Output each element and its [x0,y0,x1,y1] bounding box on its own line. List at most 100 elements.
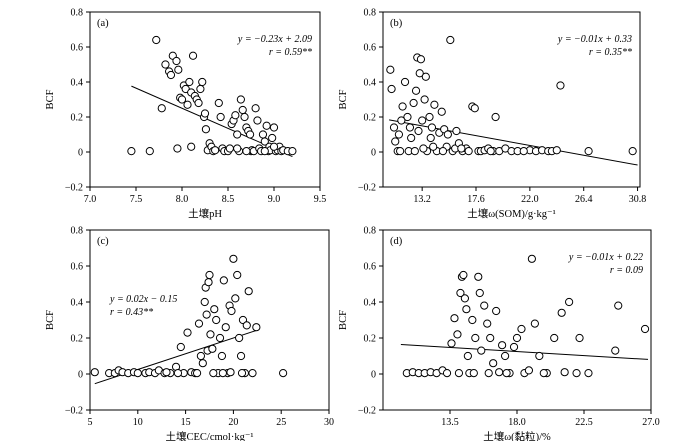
data-point [194,319,204,328]
y-tick-label: 0 [78,370,83,381]
data-point [557,308,566,317]
x-tick-label: 13.5 [441,417,459,428]
data-point [611,346,620,355]
data-point [260,147,269,156]
data-point [495,368,504,377]
data-point [398,102,407,111]
data-point [405,123,415,132]
data-point [414,126,423,136]
x-axis-title: 土壤ω(SOM)/g·kg⁻¹ [467,207,556,220]
data-point [556,81,565,90]
data-point [409,98,418,108]
data-point [386,65,395,74]
data-point [242,321,251,330]
data-point [480,301,489,310]
data-point [258,130,268,139]
correlation-coefficient: r = 0.59** [269,47,312,58]
data-point [410,147,419,156]
x-tick-label: 20 [228,417,238,428]
y-axis-title: BCF [45,310,56,330]
data-point [217,351,227,361]
y-axis-title: BCF [338,310,349,330]
chart-panel-1: 7.0 7.5 8.0 8.5 9.0 9.5 −0.2 0 0.2 0.4 0.6 0.8 土壤pH B… [45,8,326,221]
data-point [394,130,404,139]
data-point [225,144,234,153]
x-axis-title: 土壤pH [188,207,222,220]
panel-label: (d) [390,236,403,247]
data-point [486,147,495,156]
data-point [535,351,544,361]
y-tick-label: −0.2 [358,183,376,194]
data-point [268,133,277,143]
data-point [457,144,466,153]
data-point [509,342,519,352]
data-point [200,109,210,118]
data-point [387,84,396,94]
data-point [219,276,228,285]
regression-line [389,119,638,166]
correlation-coefficient: r = 0.09 [610,265,643,276]
data-point [572,369,581,378]
data-point [145,147,154,156]
data-point [252,323,261,332]
data-point [242,147,251,156]
data-point [201,125,211,134]
data-point [231,111,240,120]
data-point [415,69,424,78]
data-point [429,142,438,151]
data-point [248,369,257,378]
y-tick-label: 0.8 [364,8,377,19]
data-point [463,351,472,361]
data-point [459,270,468,280]
x-tick-label: 5 [88,417,93,428]
data-point [227,306,236,316]
data-point [238,315,248,325]
data-point [244,287,253,296]
plot-frame [89,229,330,411]
data-point [152,35,161,45]
y-tick-label: 0.6 [364,262,377,273]
y-axis-title: BCF [338,89,349,109]
data-point [426,133,435,143]
x-tick-label: 15 [181,417,191,428]
data-point [450,314,459,323]
correlation-coefficient: r = 0.35** [589,47,632,58]
data-point [188,51,198,60]
data-point [403,112,412,122]
x-tick-label: 17.6 [467,194,485,205]
data-point [204,278,213,287]
data-point [198,359,207,368]
data-point [183,100,192,109]
data-point [269,123,279,132]
data-point [231,294,240,303]
y-tick-label: 0.6 [71,262,84,273]
data-point [400,77,410,87]
data-point [438,147,448,156]
x-tick-label: 7.5 [130,194,143,205]
data-point [210,305,219,314]
data-point [172,56,181,66]
data-point [235,333,244,343]
data-point [208,344,217,353]
x-tick-label: 22.0 [521,194,539,205]
data-point [418,116,427,125]
data-point [427,123,437,132]
data-point [183,328,192,337]
data-point [245,130,255,139]
x-tick-label: 9.0 [268,194,281,205]
panel-label: (b) [390,18,403,29]
data-point [628,147,637,156]
data-point [486,333,495,343]
data-point [462,305,471,314]
data-point [133,369,142,378]
data-point [269,142,279,151]
x-tick-label: 10 [133,417,143,428]
data-point [396,147,405,156]
data-point [456,288,465,298]
y-tick-label: 0.2 [364,334,377,345]
data-point [173,144,182,153]
y-tick-label: 0 [78,148,83,159]
chart-panel-4: 13.5 18.0 22.5 27.0 −0.2 0 0.2 0.4 0.6 0.8 土壤ω(黏粒)… [338,226,660,441]
data-point [262,121,271,130]
y-tick-label: 0.2 [71,113,84,124]
